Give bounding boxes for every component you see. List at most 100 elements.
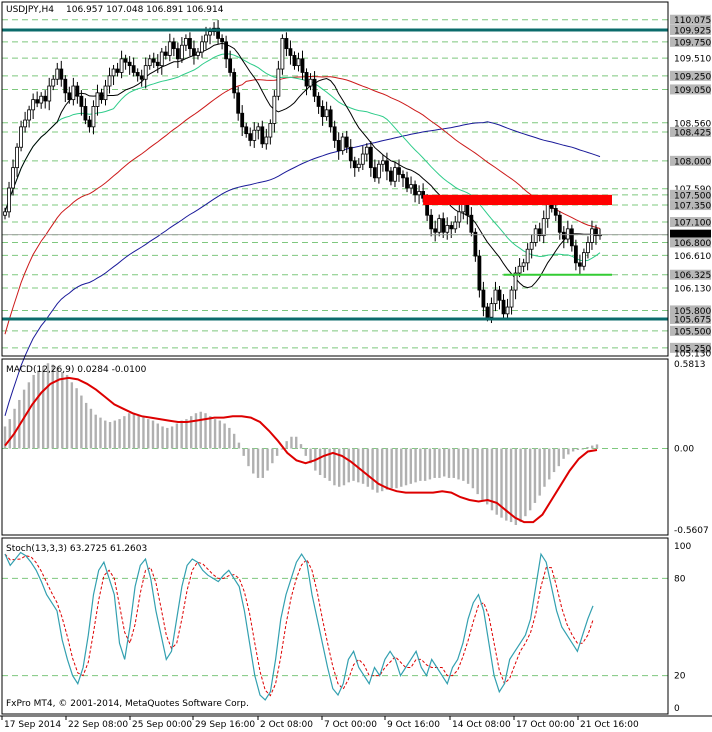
macd-histogram-bar (84, 402, 88, 449)
candle-bull (107, 75, 112, 87)
macd-histogram-bar (223, 423, 226, 449)
macd-histogram-bar (280, 448, 284, 450)
price-label-box (670, 70, 711, 81)
price-label-box (670, 155, 711, 166)
macd-histogram-bar (118, 419, 121, 449)
macd-histogram-bar (237, 442, 241, 449)
macd-histogram-bar (70, 382, 74, 449)
macd-histogram-bar (404, 448, 408, 486)
candle-bear (385, 160, 389, 172)
price-axis-label: 107.100 (674, 219, 711, 229)
macd-histogram-bar (447, 448, 451, 478)
macd-histogram-bar (466, 448, 470, 484)
macd-histogram-bar (299, 444, 303, 449)
candle-bear (312, 78, 317, 97)
candle-bull (143, 65, 148, 80)
candle-bull (3, 211, 7, 216)
macd-histogram-bar (562, 448, 565, 459)
candle-bear (316, 95, 321, 107)
candle-bull (208, 31, 212, 36)
price-label-box (670, 24, 711, 35)
candle-bull (513, 272, 518, 291)
candle-bear (155, 61, 160, 67)
candle-bull (308, 78, 313, 87)
macd-histogram-bar (137, 414, 140, 449)
candle-bear (336, 140, 341, 152)
candle-bull (296, 58, 301, 67)
stoch-axis-label: 20 (674, 672, 686, 682)
candle-bull (590, 228, 594, 243)
macd-histogram-bar (304, 448, 307, 456)
price-label-box (670, 14, 711, 25)
macd-histogram-bar (519, 448, 522, 523)
candle-bear (260, 126, 265, 145)
candle-bear (405, 177, 409, 189)
price-label-box (670, 217, 711, 228)
pane-border (1, 358, 669, 536)
candle-bear (397, 167, 401, 175)
macd-histogram-bar (409, 448, 413, 484)
price-axis-label: 106.130 (674, 285, 711, 295)
macd-histogram-bar (457, 448, 460, 480)
macd-histogram-bar (232, 433, 236, 449)
stoch-main-line (4, 551, 594, 701)
candle-bull (521, 262, 526, 267)
candle-bear (389, 170, 393, 182)
price-label-box (670, 200, 711, 211)
macd-histogram-bar (285, 441, 288, 449)
price-label-box (670, 189, 711, 200)
candle-bull (376, 163, 381, 179)
macd-histogram-bar (89, 408, 93, 449)
time-axis-label: 17 Oct 00:00 (516, 720, 575, 730)
macd-histogram-bar (189, 416, 193, 449)
candle-bear (224, 41, 229, 60)
price-axis-label: 106.610 (674, 252, 711, 262)
candle-bear (75, 85, 80, 97)
candle-bull (55, 68, 60, 80)
macd-axis-label: 0.00 (674, 445, 694, 455)
macd-histogram-bar (423, 448, 427, 481)
candle-bull (111, 68, 116, 77)
macd-histogram-bar (266, 448, 269, 471)
candle-bear (292, 55, 297, 67)
candle-bear (192, 48, 196, 56)
candle-bear (473, 231, 478, 257)
candle-bear (79, 95, 84, 107)
macd-histogram-bar (113, 420, 117, 449)
candle-bear (497, 289, 502, 301)
candle-bull (95, 92, 100, 107)
time-axis-label: 14 Oct 08:00 (452, 720, 511, 730)
macd-histogram-bar (204, 413, 207, 449)
candle-bear (83, 106, 88, 121)
macd-histogram-bar (514, 448, 518, 526)
price-label-box (670, 36, 711, 47)
time-axis-label: 29 Sep 16:00 (195, 720, 255, 730)
macd-axis-label: 0.5813 (674, 360, 706, 370)
macd-histogram-bar (438, 448, 441, 478)
candle-bear (139, 75, 144, 80)
price-axis-label: 109.250 (674, 72, 711, 82)
macd-histogram-bar (342, 448, 346, 486)
moving-average-green (4, 53, 601, 262)
candle-bear (485, 306, 490, 318)
macd-histogram-bar (395, 448, 398, 489)
candle-bull (356, 163, 361, 169)
macd-histogram-bar (538, 448, 541, 496)
macd-histogram-bar (400, 448, 403, 487)
macd-histogram-bar (524, 448, 527, 517)
macd-histogram-bar (151, 420, 155, 449)
candle-bear (481, 289, 486, 308)
macd-histogram-bar (552, 448, 556, 473)
macd-histogram-bar (295, 436, 298, 449)
macd-histogram-bar (323, 448, 327, 478)
candle-bull (23, 119, 28, 128)
candle-bull (31, 99, 36, 111)
price-label-box (670, 342, 711, 353)
price-label-box (670, 84, 711, 95)
macd-histogram-bar (41, 366, 45, 449)
candle-bull (268, 123, 273, 138)
candle-bear (123, 58, 128, 63)
macd-histogram-bar (591, 445, 594, 449)
candle-bull (381, 160, 385, 165)
